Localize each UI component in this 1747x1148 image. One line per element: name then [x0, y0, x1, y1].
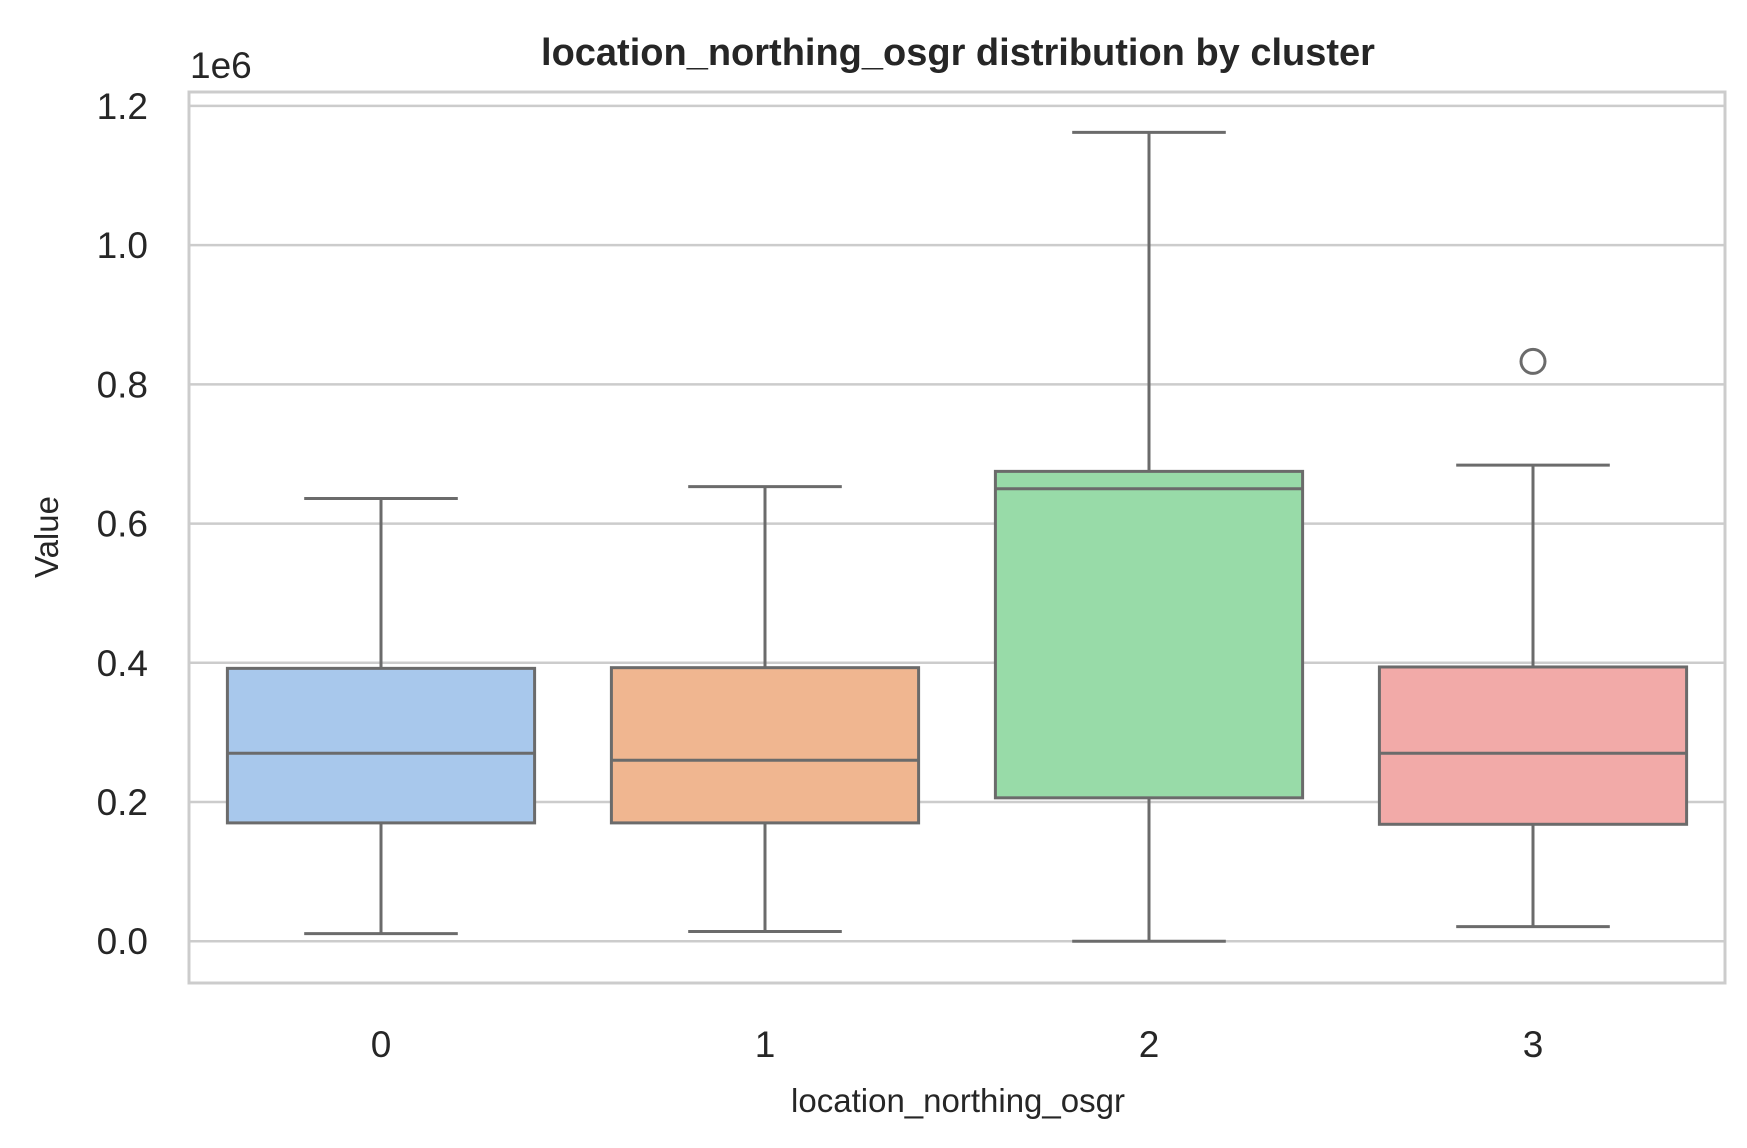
box-group-0 [225, 497, 537, 936]
x-tick-label: 0 [371, 1024, 392, 1065]
y-tick-label: 0.0 [97, 921, 148, 962]
box-iqr [1377, 665, 1689, 826]
outlier-point [1519, 347, 1547, 375]
y-tick-label: 0.2 [97, 782, 148, 823]
x-tick-label: 1 [755, 1024, 776, 1065]
plot-frame [187, 90, 1727, 985]
x-tick-labels: 0 1 2 3 [371, 1024, 1544, 1065]
box-iqr [993, 469, 1305, 800]
y-tick-label: 0.8 [97, 364, 148, 405]
chart-title: location_northing_osgr distribution by c… [541, 32, 1375, 74]
box-iqr [609, 666, 921, 825]
x-tick-label: 2 [1139, 1024, 1160, 1065]
y-axis-label: Value [28, 496, 65, 578]
box-series [225, 130, 1689, 943]
y-tick-label: 1.0 [97, 225, 148, 266]
y-tick-label: 0.6 [97, 504, 148, 545]
box-iqr [225, 666, 537, 825]
x-axis-label: location_northing_osgr [791, 1082, 1125, 1119]
box-group-3 [1377, 347, 1689, 929]
y-tick-labels: 0.0 0.2 0.4 0.6 0.8 1.0 1.2 [97, 86, 148, 962]
y-tick-label: 0.4 [97, 643, 148, 684]
x-tick-label: 3 [1523, 1024, 1544, 1065]
box-group-2 [993, 130, 1305, 943]
y-offset-label: 1e6 [190, 45, 252, 86]
y-tick-label: 1.2 [97, 86, 148, 127]
box-group-1 [609, 485, 921, 933]
